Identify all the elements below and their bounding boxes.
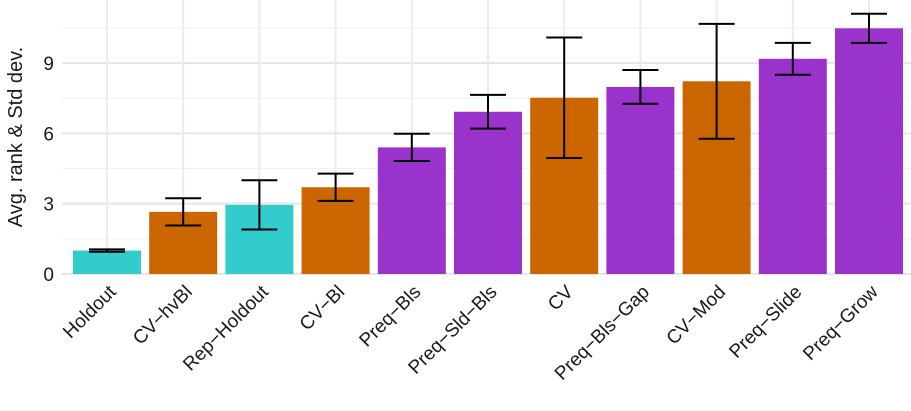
y-tick-labels: 0 3 6 9 [43, 54, 54, 286]
bar [454, 111, 522, 275]
x-tick-label: Preq−Slide [725, 282, 806, 363]
bar [73, 250, 141, 274]
x-tick-label: CV [544, 281, 578, 315]
y-tick-label: 6 [43, 124, 54, 145]
error-bar-layer [89, 12, 887, 253]
x-tick-label: Preq−Grow [799, 281, 882, 364]
y-tick-label: 9 [43, 54, 54, 75]
bar [606, 86, 675, 274]
x-tick-label: Holdout [59, 281, 121, 343]
x-tick-label: CV−Mod [663, 282, 730, 349]
y-tick-label: 0 [43, 265, 54, 286]
bar [758, 58, 827, 274]
x-tick-label: Preq−Bls [356, 282, 426, 352]
x-tick-label: CV−hvBl [129, 282, 196, 349]
y-axis-label: Avg. rank & Std dev. [5, 47, 27, 227]
x-tick-label: CV−Bl [296, 282, 349, 335]
bar [835, 28, 903, 275]
y-tick-label: 3 [43, 195, 54, 216]
bar [377, 147, 446, 274]
